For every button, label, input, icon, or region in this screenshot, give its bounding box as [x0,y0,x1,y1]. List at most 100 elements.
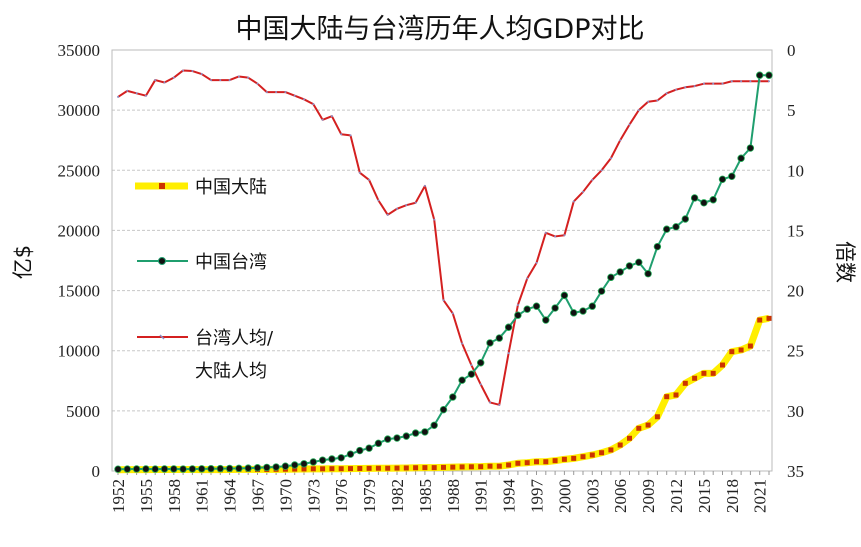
x-axis-ticks: 1952 1955 1958 1961 1964 1967 1970 1973 1976 1979… [109,471,770,513]
y-tick-label: 30000 [58,101,101,120]
data-point-taiwan [467,370,476,378]
x-tick-label: 1952 [109,479,128,513]
data-point-ratio [451,312,454,315]
data-point-ratio [228,79,231,82]
data-point-ratio [293,94,296,97]
data-point-ratio [303,98,305,101]
data-point-ratio [377,199,380,202]
data-point-mainland [329,466,335,472]
data-point-ratio [423,184,426,187]
y2-tick-label: 15 [787,221,804,240]
data-point-ratio [768,80,770,83]
y2-tick-label: 0 [787,41,796,60]
data-point-mainland [348,466,353,472]
data-point-taiwan [235,464,243,473]
data-point-mainland [766,315,772,321]
data-point-mainland [617,442,623,448]
data-point-taiwan [542,316,550,324]
data-point-taiwan [356,446,364,455]
data-point-ratio [516,304,519,307]
data-point-mainland [292,466,298,472]
y2-tick-label: 10 [787,161,804,180]
x-tick-label: 1961 [193,479,212,513]
data-point-ratio [144,94,147,97]
y-tick-label: 15000 [58,282,101,301]
data-point-taiwan [411,429,420,437]
data-point-ratio [498,403,501,406]
data-point-mainland [431,465,437,471]
data-point-ratio [628,123,631,126]
data-point-ratio [284,91,287,94]
data-point-ratio [554,235,557,238]
data-point-taiwan [439,405,448,414]
x-tick-label: 1970 [276,479,295,513]
data-point-taiwan [393,434,401,442]
data-point-mainland [506,462,512,468]
data-point-ratio [219,79,222,82]
data-point-taiwan [579,307,587,315]
data-point-taiwan [625,262,634,270]
data-point-mainland [422,465,428,471]
plot-frame [111,49,773,472]
x-tick-label: 1982 [388,479,407,513]
data-point-ratio [637,109,640,112]
x-tick-label: 1964 [221,479,240,514]
data-point-mainland [413,465,419,471]
data-point-mainland [710,370,716,376]
data-point-ratio [740,80,743,83]
data-point-taiwan [309,458,317,466]
x-tick-label: 1988 [444,479,463,513]
x-tick-label: 1994 [500,479,519,514]
data-point-taiwan [663,225,671,233]
data-point-ratio [135,92,138,95]
data-point-ratio [414,201,417,204]
data-point-taiwan [551,304,559,312]
x-tick-label: 1967 [249,479,268,514]
data-point-taiwan [207,465,215,473]
data-point-taiwan [346,450,355,458]
data-point-ratio [210,79,212,82]
x-tick-label: 2003 [583,479,602,513]
data-point-ratio [563,234,566,237]
x-tick-label: 1955 [137,479,156,513]
data-point-mainland [552,458,558,464]
data-point-mainland [534,459,539,465]
data-point-ratio [461,342,464,345]
data-point-taiwan [300,460,308,468]
data-point-taiwan [672,223,680,231]
data-point-mainland [375,465,381,471]
data-point-ratio [684,86,687,89]
data-point-taiwan [616,268,624,276]
data-point-taiwan [681,215,689,223]
x-tick-label: 1985 [416,479,435,513]
y-tick-label: 25000 [58,161,101,180]
data-point-taiwan [597,287,606,295]
data-point-taiwan [263,463,271,472]
data-point-mainland [682,380,688,386]
data-point-ratio [609,157,612,160]
x-tick-label: 1997 [528,479,547,514]
data-point-ratio [163,81,166,84]
data-point-taiwan [709,196,717,204]
legend-item-taiwan: 中国台湾 [137,252,267,273]
data-point-ratio [126,89,129,92]
data-point-ratio [321,118,324,121]
data-point-mainland [692,375,698,381]
x-tick-label: 2012 [667,479,686,513]
data-point-taiwan [607,273,615,282]
data-point-mainland [608,447,614,453]
data-point-ratio [200,73,203,76]
data-point-ratio [693,85,696,88]
y2-tick-label: 25 [787,342,804,361]
data-point-taiwan [486,339,494,347]
data-point-taiwan [179,465,187,473]
data-point-ratio [702,82,705,85]
y-tick-label: 5000 [66,402,100,421]
data-point-mainland [394,465,400,471]
x-tick-label: 2000 [555,479,574,513]
left-axis-ticks: 0 5000 10000 15000 20000 25000 30000 35000 [58,41,101,481]
data-point-mainland [636,425,642,431]
y-tick-label: 20000 [58,221,101,240]
y2-axis-label: 倍数 [833,241,857,283]
data-point-ratio [544,231,547,234]
